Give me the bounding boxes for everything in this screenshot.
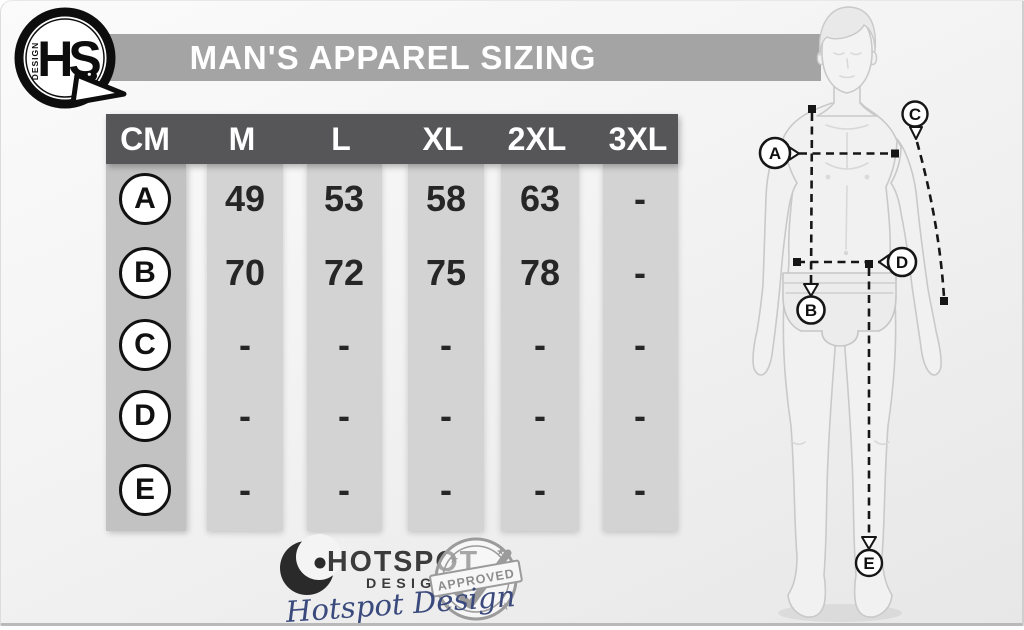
- measure-point-b: [796, 295, 826, 325]
- cell-c-xl: -: [440, 324, 452, 365]
- hotspot-eye-icon: [280, 534, 342, 595]
- cell-a-xl: 58: [425, 178, 467, 219]
- measure-point-a-label: A: [769, 144, 781, 163]
- cell-d-l: -: [338, 395, 350, 436]
- hs-logo: DESIGN HS: [14, 7, 127, 109]
- cell-c-2xl: -: [534, 324, 546, 365]
- row-label-c: C: [119, 319, 171, 371]
- measure-line-c: [915, 141, 946, 298]
- cell-c-m: -: [239, 324, 251, 365]
- cell-b-xl: 75: [425, 252, 467, 293]
- cell-a-m: 49: [224, 178, 266, 219]
- cell-b-2xl: 78: [519, 252, 561, 293]
- column-header-2xl: 2XL: [507, 121, 567, 157]
- cell-d-2xl: -: [534, 395, 546, 436]
- measure-point-d: [886, 246, 918, 278]
- measure-line-b: [809, 112, 814, 285]
- svg-text:★: ★: [449, 554, 459, 566]
- cell-d-m: -: [239, 395, 251, 436]
- cell-d-xl: -: [440, 395, 452, 436]
- cell-d-3xl: -: [634, 395, 646, 436]
- title-bar: MAN'S APPAREL SIZING: [31, 34, 821, 81]
- cell-c-3xl: -: [634, 324, 646, 365]
- cell-e-2xl: -: [534, 469, 546, 510]
- cell-e-xl: -: [440, 469, 452, 510]
- fish-eye-icon: [85, 71, 97, 81]
- page-title: MAN'S APPAREL SIZING: [189, 39, 597, 76]
- footer-logo: HOTSPOT DESIGN ★ ★ ★ ★ APPROVED Hotspot …: [280, 534, 523, 623]
- row-label-d: D: [119, 390, 171, 442]
- cell-b-3xl: -: [634, 252, 646, 293]
- measure-point-d-label: D: [896, 253, 908, 272]
- cell-b-l: 72: [323, 252, 365, 293]
- measurement-figure: A B C D E: [752, 6, 948, 622]
- measure-point-e-label: E: [863, 554, 874, 573]
- figure-torso: [781, 102, 898, 302]
- column-stripe-m: [207, 164, 283, 531]
- measure-point-b-label: B: [805, 301, 817, 320]
- measure-end-squares: [793, 105, 948, 305]
- cell-b-m: 70: [224, 252, 266, 293]
- figure-left-leg: [782, 298, 836, 618]
- measure-point-e: [854, 548, 884, 578]
- column-header-xl: XL: [422, 121, 464, 157]
- column-stripe-l: [307, 164, 382, 531]
- svg-text:★: ★: [444, 603, 453, 614]
- hs-logo-vertical-text: DESIGN: [30, 42, 40, 81]
- svg-text:★: ★: [496, 547, 505, 558]
- column-header-l: L: [331, 121, 351, 157]
- column-stripe-xl: [408, 164, 484, 531]
- fish-beak-icon: [70, 72, 127, 106]
- cell-a-l: 53: [323, 178, 365, 219]
- cell-e-l: -: [338, 469, 350, 510]
- cell-e-m: -: [239, 469, 251, 510]
- column-header-3xl: 3XL: [608, 121, 668, 157]
- cell-e-3xl: -: [634, 469, 646, 510]
- column-stripe-2xl: [501, 164, 579, 531]
- brand-wordmark-sub: DESIGN: [366, 576, 452, 591]
- measure-point-c: [901, 100, 929, 128]
- cell-a-3xl: -: [634, 178, 646, 219]
- svg-text:★: ★: [500, 601, 510, 613]
- row-label-a: A: [119, 173, 171, 225]
- measure-point-a: [758, 136, 792, 170]
- cell-a-2xl: 63: [519, 178, 561, 219]
- column-header-unit: CM: [120, 121, 170, 157]
- cell-c-l: -: [338, 324, 350, 365]
- approved-stamp-icon: ★ ★ ★ ★ APPROVED: [429, 537, 523, 621]
- row-label-b: B: [119, 247, 171, 299]
- figure-shading: [790, 52, 890, 446]
- figure-neck: [816, 80, 878, 117]
- column-stripe-3xl: [603, 164, 678, 531]
- figure-hair: [818, 6, 877, 56]
- figure-left-arm: [752, 138, 798, 376]
- column-header-m: M: [228, 121, 256, 157]
- table-header-bar: [106, 114, 678, 164]
- measure-point-c-label: C: [909, 105, 921, 124]
- row-label-e: E: [119, 464, 171, 516]
